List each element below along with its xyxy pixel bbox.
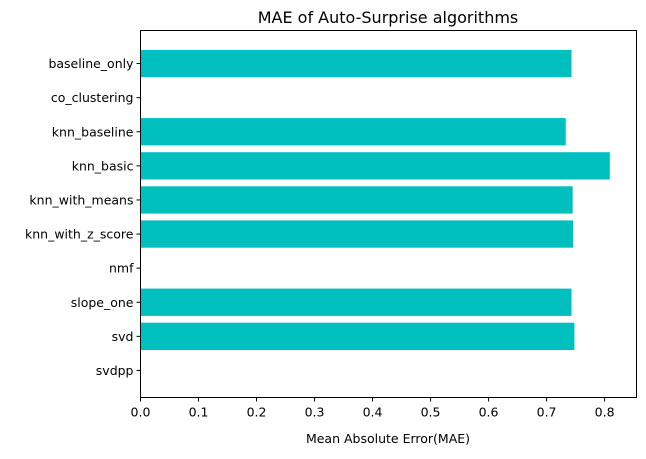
x-tick-label: 0.8	[595, 405, 615, 420]
bar-knn-with-z-score	[140, 220, 574, 248]
bars-layer	[140, 49, 610, 350]
x-axis-label: Mean Absolute Error(MAE)	[306, 431, 470, 446]
y-tick-label: knn_with_means	[29, 192, 133, 207]
y-tick-label: baseline_only	[48, 56, 134, 71]
y-tick-label: knn_basic	[72, 158, 134, 173]
bar-knn-with-means	[140, 186, 573, 214]
y-axis-ticks: baseline_only co_clustering knn_baselinekn…	[25, 56, 141, 378]
bar-baseline-only	[140, 49, 572, 78]
chart-title: MAE of Auto-Surprise algorithms	[258, 8, 519, 27]
x-tick-label: 0.5	[421, 405, 441, 420]
x-tick-label: 0.0	[131, 405, 151, 420]
x-tick-label: 0.1	[189, 405, 209, 420]
y-tick-label: slope_one	[71, 295, 134, 310]
y-tick-label: knn_with_z_score	[25, 227, 134, 242]
y-tick-label: svd	[112, 329, 134, 344]
x-tick-label: 0.6	[479, 405, 499, 420]
y-tick-label: co_clustering	[51, 90, 134, 105]
y-tick-label: nmf	[109, 261, 134, 276]
bar-svd	[140, 322, 575, 350]
bar-knn-basic	[140, 152, 610, 180]
y-tick-label: svdpp	[96, 363, 134, 378]
bar-slope-one	[140, 288, 572, 316]
x-tick-label: 0.3	[305, 405, 325, 420]
x-tick-label: 0.4	[363, 405, 383, 420]
x-axis-ticks: 0.0 0.1 0.2 0.3 0.4 0.5 0.6 0.7 0.8	[131, 397, 615, 420]
bar-knn-baseline	[140, 118, 566, 146]
x-tick-label: 0.7	[537, 405, 557, 420]
x-tick-label: 0.2	[247, 405, 267, 420]
plot-frame	[140, 30, 637, 398]
y-tick-label: knn_baseline	[52, 124, 134, 139]
